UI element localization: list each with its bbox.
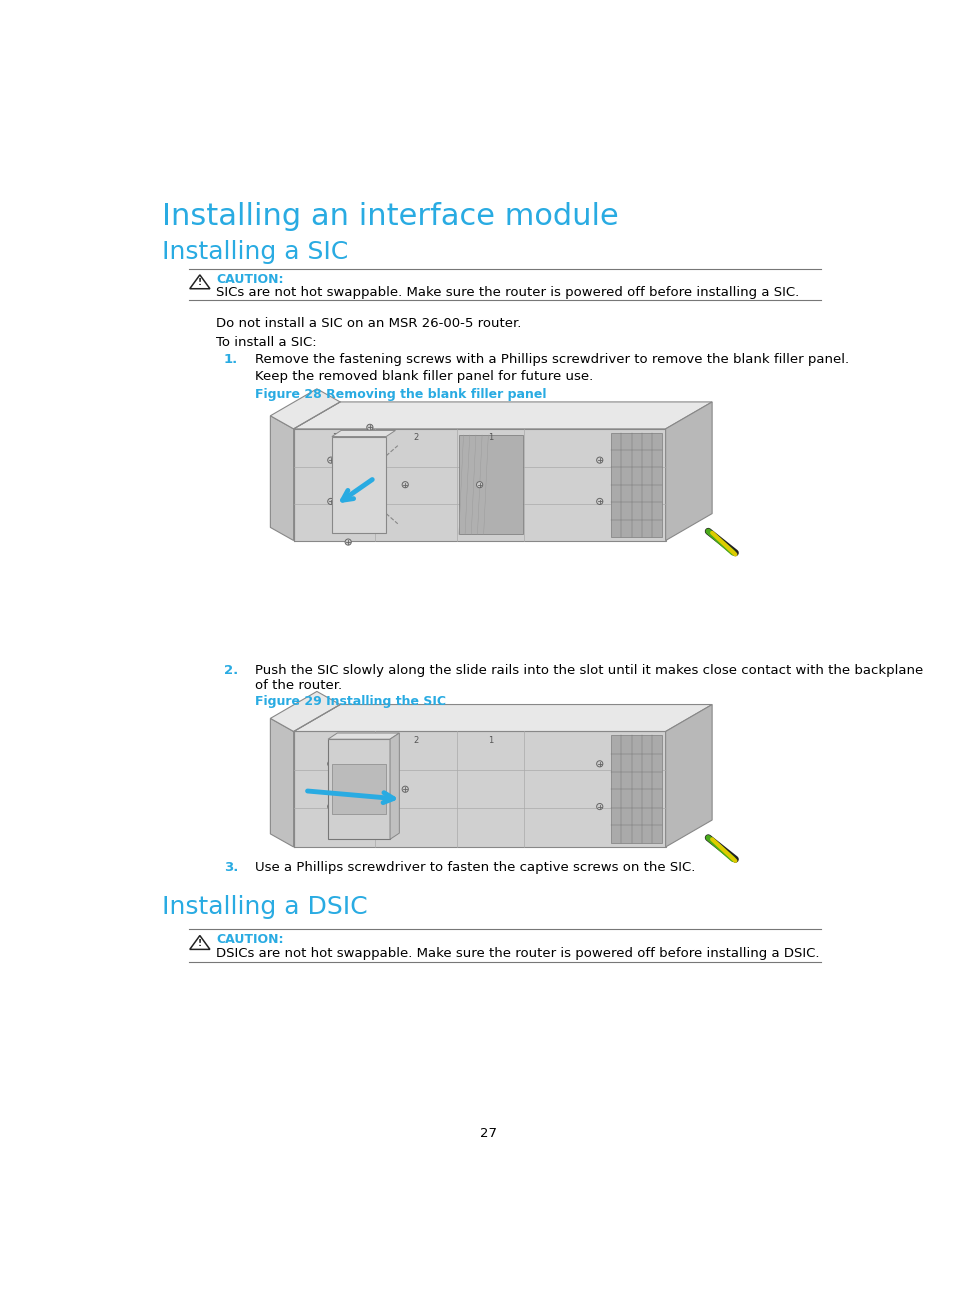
Circle shape [402,482,408,487]
Text: 3: 3 [332,736,336,745]
Polygon shape [665,402,711,540]
Text: 3.: 3. [224,861,238,874]
Circle shape [345,539,351,546]
Circle shape [328,457,334,463]
Polygon shape [270,692,340,731]
Bar [332,437,386,533]
Polygon shape [294,402,711,429]
Text: SICs are not hot swappable. Make sure the router is powered off before installin: SICs are not hot swappable. Make sure th… [216,286,799,299]
Bar [332,765,386,814]
Text: Remove the fastening screws with a Phillips screwdriver to remove the blank fill: Remove the fastening screws with a Phill… [254,354,848,367]
Text: !: ! [197,279,202,288]
Polygon shape [390,734,399,840]
Text: 27: 27 [480,1128,497,1140]
Circle shape [328,761,334,767]
Text: Push the SIC slowly along the slide rails into the slot until it makes close con: Push the SIC slowly along the slide rail… [254,664,923,692]
Polygon shape [270,416,294,540]
Bar [328,739,390,840]
Bar [458,435,522,534]
Polygon shape [294,429,665,540]
Circle shape [596,761,602,767]
Text: 2: 2 [414,433,418,442]
Text: CAUTION:: CAUTION: [216,272,283,285]
Text: Installing a SIC: Installing a SIC [162,240,348,264]
Circle shape [328,804,334,810]
Text: To install a SIC:: To install a SIC: [216,336,316,349]
Text: 1: 1 [488,736,493,745]
Text: 1: 1 [488,433,493,442]
Polygon shape [332,430,395,437]
Polygon shape [665,705,711,848]
Circle shape [328,499,334,504]
Polygon shape [270,389,340,429]
Bar [611,433,661,537]
Text: Figure 29 Installing the SIC: Figure 29 Installing the SIC [254,695,445,708]
Text: CAUTION:: CAUTION: [216,933,283,946]
Text: DSICs are not hot swappable. Make sure the router is powered off before installi: DSICs are not hot swappable. Make sure t… [216,947,819,960]
Text: Do not install a SIC on an MSR 26-00-5 router.: Do not install a SIC on an MSR 26-00-5 r… [216,318,521,330]
Text: Installing an interface module: Installing an interface module [162,202,618,231]
Circle shape [596,804,602,810]
Polygon shape [294,705,711,731]
Circle shape [596,457,602,463]
Circle shape [366,424,373,430]
Text: 3: 3 [332,433,336,442]
Text: Figure 28 Removing the blank filler panel: Figure 28 Removing the blank filler pane… [254,388,546,400]
Text: 2: 2 [414,736,418,745]
Circle shape [596,499,602,504]
Text: !: ! [197,938,202,947]
Text: Use a Phillips screwdriver to fasten the captive screws on the SIC.: Use a Phillips screwdriver to fasten the… [254,861,695,874]
Polygon shape [294,731,665,848]
Text: Installing a DSIC: Installing a DSIC [162,894,367,919]
Polygon shape [270,718,294,848]
Circle shape [402,787,408,792]
Text: Keep the removed blank filler panel for future use.: Keep the removed blank filler panel for … [254,369,593,382]
Bar [611,735,661,844]
Circle shape [476,482,482,487]
Polygon shape [328,734,399,739]
Text: 1.: 1. [224,354,238,367]
Text: 2.: 2. [224,664,238,677]
